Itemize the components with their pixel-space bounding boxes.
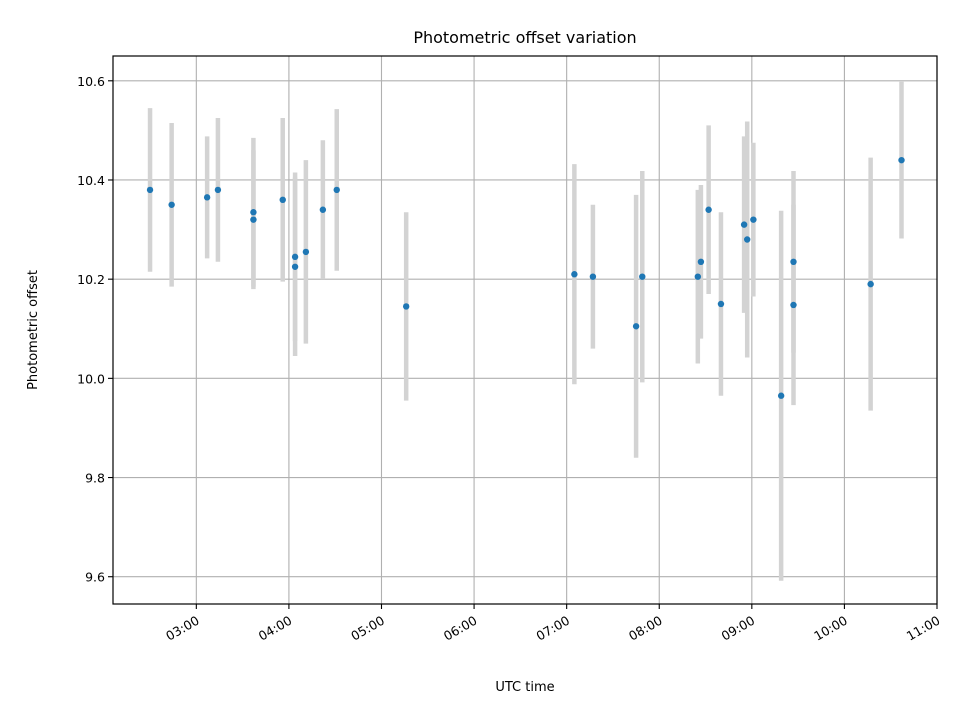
data-point (717, 300, 725, 308)
data-point (319, 206, 327, 213)
data-point (790, 258, 797, 266)
data-point (639, 273, 646, 280)
data-point (632, 323, 640, 330)
data-point (291, 253, 299, 261)
data-point (589, 273, 597, 280)
data-point (571, 271, 578, 278)
data-points (146, 156, 905, 399)
data-point (898, 156, 905, 164)
plot-frame (112, 55, 938, 605)
data-point (744, 236, 751, 243)
data-point (146, 186, 154, 194)
data-point (750, 216, 757, 223)
data-point (402, 303, 410, 310)
chart-title: Photometric offset variation (413, 28, 636, 47)
data-point (333, 186, 340, 194)
data-point (250, 209, 257, 216)
data-point (867, 280, 874, 288)
data-point (168, 201, 175, 208)
y-tick-label: 10.2 (77, 272, 105, 287)
y-tick-label: 9.6 (85, 570, 105, 585)
data-point (740, 221, 748, 228)
x-axis-label: UTC time (495, 680, 554, 695)
y-tick-label: 10.0 (77, 371, 105, 386)
data-point (302, 248, 310, 256)
y-tick-label: 9.8 (85, 471, 105, 486)
y-tick-label: 10.4 (77, 173, 105, 188)
data-point (777, 392, 785, 399)
data-point (291, 263, 299, 270)
data-point (705, 206, 712, 213)
data-point (790, 301, 797, 309)
y-axis-label: Photometric offset (26, 270, 41, 390)
data-point (697, 258, 705, 266)
data-point (694, 273, 702, 280)
grid-lines (113, 56, 938, 604)
y-tick-label: 10.6 (77, 74, 105, 89)
data-point (279, 196, 286, 204)
data-point (203, 194, 211, 201)
data-point (214, 186, 222, 194)
data-point (250, 216, 257, 223)
